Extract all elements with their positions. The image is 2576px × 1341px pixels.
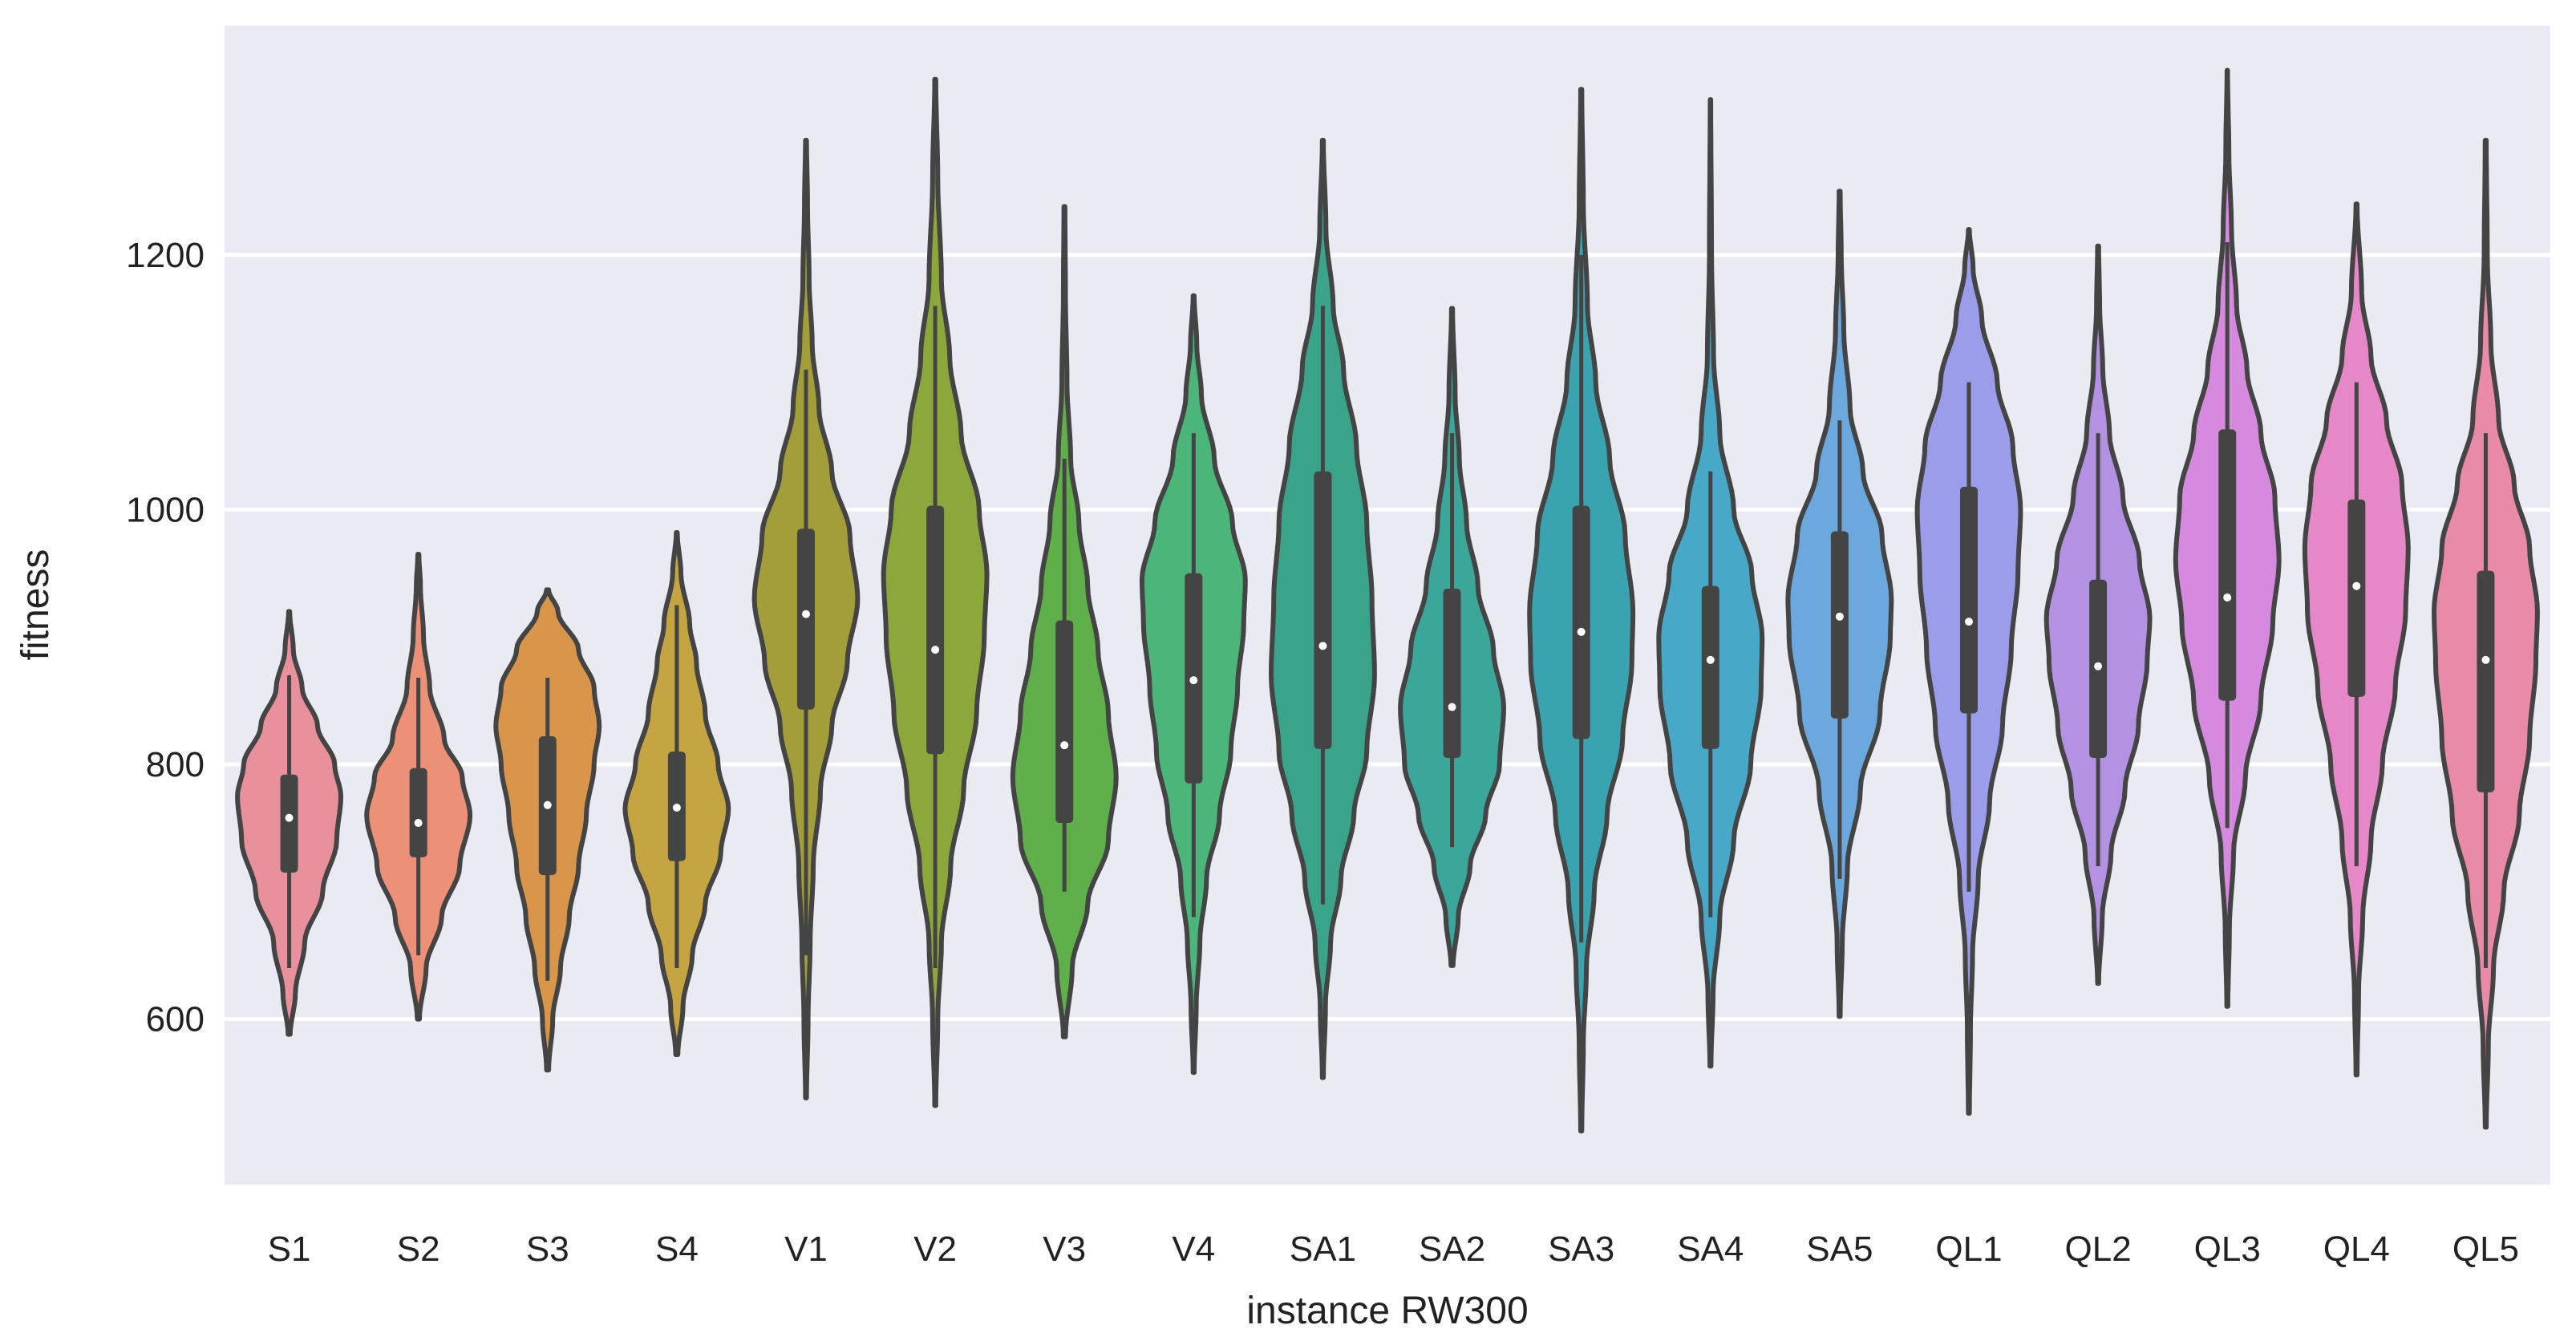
x-tick-SA4: SA4 (1677, 1230, 1744, 1269)
violin-box-SA4 (1701, 585, 1719, 749)
violin-median-QL2 (2094, 662, 2103, 670)
violins (235, 67, 2540, 1134)
violin-V3 (1010, 204, 1119, 1039)
x-tick-SA2: SA2 (1419, 1230, 1485, 1269)
violin-box-QL1 (1960, 486, 1978, 714)
violin-median-SA1 (1318, 642, 1327, 650)
x-tick-QL1: QL1 (1935, 1230, 2002, 1269)
violin-median-SA2 (1448, 703, 1456, 711)
x-tick-SA1: SA1 (1290, 1230, 1356, 1269)
y-axis-label: fitness (14, 549, 57, 661)
y-tick-1000: 1000 (126, 490, 205, 529)
grid-lines (225, 253, 2550, 1022)
violin-S2 (364, 552, 473, 1022)
violin-QL2 (2043, 243, 2153, 987)
violin-median-V4 (1189, 676, 1198, 685)
violin-median-S1 (285, 813, 294, 822)
x-tick-SA5: SA5 (1806, 1230, 1873, 1269)
x-tick-V1: V1 (784, 1230, 828, 1269)
violin-box-SA5 (1830, 531, 1849, 719)
violin-box-V1 (797, 529, 815, 710)
violin-median-SA5 (1835, 612, 1844, 621)
violin-V2 (881, 76, 990, 1108)
violin-SA1 (1269, 137, 1377, 1080)
plot-background (225, 26, 2550, 1185)
violin-median-S3 (543, 800, 552, 809)
violin-SA5 (1785, 188, 1894, 1019)
violin-S3 (493, 587, 602, 1073)
violin-median-V1 (802, 610, 810, 618)
violin-S4 (622, 530, 731, 1057)
violin-box-QL4 (2347, 499, 2366, 697)
violin-box-SA1 (1314, 471, 1332, 749)
violin-median-QL5 (2481, 655, 2490, 664)
violin-median-QL4 (2352, 581, 2361, 590)
violin-QL5 (2432, 137, 2540, 1130)
x-tick-S2: S2 (397, 1230, 440, 1269)
violin-QL3 (2173, 67, 2282, 1009)
x-tick-V3: V3 (1043, 1230, 1086, 1269)
violin-SA3 (1527, 87, 1636, 1134)
y-tick-1200: 1200 (126, 236, 205, 275)
violin-QL4 (2302, 201, 2411, 1078)
violin-median-S2 (414, 819, 423, 828)
violin-box-SA3 (1572, 505, 1590, 739)
violin-box-QL5 (2477, 570, 2495, 792)
violin-V4 (1139, 293, 1248, 1076)
violin-box-QL3 (2218, 429, 2237, 701)
violin-median-V3 (1060, 741, 1069, 750)
violin-box-V2 (926, 505, 945, 755)
violin-median-SA3 (1577, 627, 1586, 636)
violin-median-SA4 (1706, 655, 1715, 664)
x-tick-S3: S3 (526, 1230, 569, 1269)
violin-box-S2 (409, 768, 427, 857)
violin-median-S4 (672, 803, 681, 812)
violin-S1 (235, 609, 343, 1037)
x-tick-S4: S4 (655, 1230, 699, 1269)
x-tick-QL2: QL2 (2065, 1230, 2132, 1269)
violin-V1 (751, 137, 861, 1100)
y-tick-600: 600 (146, 1000, 205, 1039)
violin-box-S1 (280, 774, 298, 873)
y-tick-800: 800 (146, 745, 205, 784)
x-axis-label: instance RW300 (1246, 1290, 1528, 1332)
x-tick-QL3: QL3 (2194, 1230, 2261, 1269)
x-tick-V4: V4 (1172, 1230, 1215, 1269)
x-tick-SA3: SA3 (1548, 1230, 1614, 1269)
violin-median-QL1 (1965, 618, 1973, 626)
x-tick-labels: S1 S2 S3 S4 V1 V2 V3 V4 SA1 SA2 SA3 SA4 SA5 QL1 QL2 QL3… (268, 1230, 2519, 1269)
violin-median-V2 (931, 646, 940, 654)
violin-median-QL3 (2223, 593, 2232, 602)
violin-QL1 (1914, 227, 2023, 1116)
violin-box-SA2 (1443, 588, 1461, 759)
violin-SA4 (1656, 97, 1765, 1069)
violin-SA2 (1398, 306, 1506, 968)
x-tick-QL5: QL5 (2452, 1230, 2519, 1269)
x-tick-S1: S1 (268, 1230, 311, 1269)
x-tick-QL4: QL4 (2323, 1230, 2390, 1269)
violin-box-V3 (1055, 620, 1074, 824)
x-tick-V2: V2 (913, 1230, 957, 1269)
y-tick-labels: 600 800 1000 1200 (126, 236, 205, 1039)
